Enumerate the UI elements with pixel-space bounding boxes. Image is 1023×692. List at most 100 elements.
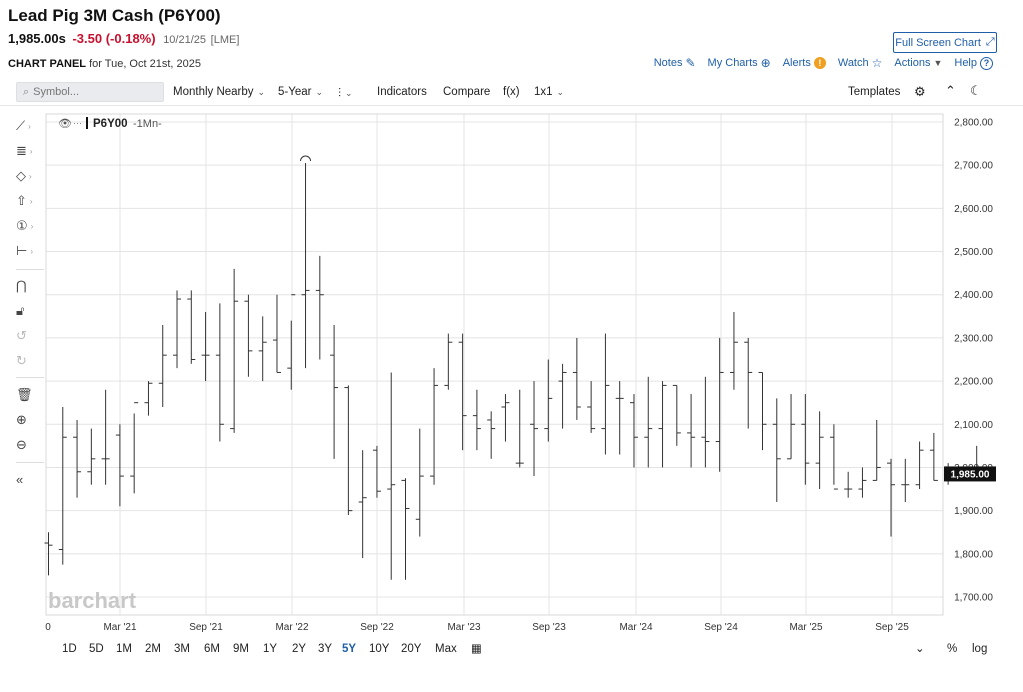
collapse-up-icon[interactable]: ⌃	[945, 83, 956, 98]
settings-gear-icon[interactable]: ⚙	[914, 84, 926, 99]
compare-button[interactable]: Compare	[443, 86, 491, 98]
page-title: Lead Pig 3M Cash (P6Y00)	[8, 6, 221, 25]
x-tick-label: 0	[45, 622, 51, 633]
legend-symbol: P6Y00	[93, 118, 128, 130]
zoom-out-button[interactable]: ⊖	[16, 435, 44, 455]
notes-link[interactable]: Notes ✎	[654, 56, 696, 70]
x-tick-label: Mar '24	[619, 622, 652, 633]
range-3y[interactable]: 3Y	[318, 643, 333, 655]
eye-icon[interactable]: 👁︎	[58, 118, 72, 130]
dark-mode-moon-icon[interactable]: ☾	[970, 83, 982, 98]
my-charts-label: My Charts	[707, 57, 758, 69]
shape-icon: ◇	[16, 168, 26, 183]
fib-tool[interactable]: ≣ ›	[16, 141, 44, 161]
ohlc-bar	[715, 337, 724, 472]
tools-divider	[16, 377, 44, 378]
undo-icon: ↺	[16, 328, 27, 343]
y-tick-label: 2,600.00	[954, 204, 993, 215]
ohlc-bar	[644, 376, 653, 468]
ohlc-bar	[387, 372, 396, 580]
full-screen-chart-button[interactable]: Full Screen Chart ⤢	[893, 32, 997, 53]
range-20y[interactable]: 20Y	[401, 643, 422, 655]
ohlc-bar	[587, 381, 596, 433]
redo-button[interactable]: ↻	[16, 351, 44, 371]
collapse-sidebar-button[interactable]: «	[16, 469, 44, 489]
range-1y[interactable]: 1Y	[263, 643, 278, 655]
ohlc-bar	[258, 316, 267, 382]
ohlc-bar	[87, 428, 96, 485]
ohlc-bar	[101, 389, 110, 485]
range-6m[interactable]: 6M	[204, 643, 220, 655]
lock-tool[interactable]: 🔓︎	[16, 301, 44, 321]
ohlc-bar	[244, 294, 253, 377]
ohlc-bar	[130, 402, 139, 494]
range-1d[interactable]: 1D	[62, 643, 77, 655]
annotation-tool[interactable]: ① ›	[16, 216, 44, 236]
magnet-icon: ⋂	[16, 278, 27, 293]
range-9m[interactable]: 9M	[233, 643, 249, 655]
arrow-tool[interactable]: ⇧ ›	[16, 191, 44, 211]
actions-label: Actions	[894, 57, 931, 69]
ohlc-bar	[815, 411, 824, 490]
quote-date: 10/21/25	[163, 34, 207, 46]
range-1m[interactable]: 1M	[116, 643, 132, 655]
range-5y[interactable]: 5Y	[342, 643, 357, 655]
measure-icon: ⊢	[16, 243, 28, 258]
series-color-swatch	[86, 117, 88, 129]
percent-scale-toggle[interactable]: %	[947, 643, 958, 655]
chart-type-dropdown[interactable]: ⫶ ⌄	[338, 86, 353, 101]
y-axis: 1,700.001,800.001,900.002,000.002,100.00…	[954, 118, 993, 604]
fx-button[interactable]: f(x)	[503, 86, 520, 98]
ohlc-bar	[572, 337, 581, 420]
ohlc-bar	[515, 389, 524, 468]
range-max[interactable]: Max	[435, 643, 457, 655]
more-options-icon[interactable]: ···	[73, 118, 82, 128]
indicators-button[interactable]: Indicators	[377, 86, 427, 98]
templates-button[interactable]: Templates	[848, 86, 901, 98]
ohlc-bar	[772, 398, 781, 502]
period-dropdown[interactable]: 5-Year ⌄	[278, 86, 323, 98]
frequency-dropdown[interactable]: Monthly Nearby ⌄	[173, 86, 265, 98]
layout-label: 1x1	[534, 86, 553, 98]
ohlc-bar	[858, 467, 867, 498]
ohlc-bar	[844, 471, 853, 498]
double-chevron-left-icon: «	[16, 471, 24, 487]
watch-link[interactable]: Watch ☆	[838, 56, 883, 70]
shape-tool[interactable]: ◇ ›	[16, 166, 44, 186]
alerts-link[interactable]: Alerts !	[783, 57, 826, 69]
actions-menu[interactable]: Actions ▼	[894, 57, 942, 69]
chevron-down-icon: ⌄	[315, 86, 324, 97]
price-chart[interactable]: barchart 1,700.001,800.001,900.002,000.0…	[0, 108, 1023, 638]
trash-icon: 🗑︎	[16, 387, 33, 402]
log-scale-toggle[interactable]: log	[972, 643, 988, 655]
notes-label: Notes	[653, 57, 683, 69]
delete-drawings-button[interactable]: 🗑︎	[16, 385, 44, 405]
my-charts-link[interactable]: My Charts ⊕	[708, 56, 771, 70]
chevron-right-icon: ›	[29, 171, 32, 181]
magnet-tool[interactable]: ⋂	[16, 276, 44, 296]
ohlc-bar	[230, 268, 239, 433]
range-10y[interactable]: 10Y	[369, 643, 390, 655]
undo-button[interactable]: ↺	[16, 326, 44, 346]
extreme-markers	[300, 155, 312, 162]
measure-tool[interactable]: ⊢ ›	[16, 241, 44, 261]
ohlc-bar	[372, 445, 381, 498]
ohlc-bar	[929, 432, 938, 481]
range-2m[interactable]: 2M	[145, 643, 161, 655]
zoom-in-button[interactable]: ⊕	[16, 410, 44, 430]
layout-dropdown[interactable]: 1x1 ⌄	[534, 86, 564, 98]
tools-divider	[16, 462, 44, 463]
ohlc-bar	[544, 359, 553, 442]
range-2y[interactable]: 2Y	[292, 643, 307, 655]
symbol-search-input[interactable]	[33, 86, 154, 98]
ohlc-bar	[687, 394, 696, 468]
collapse-down-icon[interactable]: ⌄	[915, 643, 925, 655]
help-link[interactable]: Help ?	[954, 56, 993, 70]
range-3m[interactable]: 3M	[174, 643, 190, 655]
calendar-icon[interactable]: ▦	[471, 643, 482, 655]
edit-icon: ✎	[685, 56, 696, 70]
range-5d[interactable]: 5D	[89, 643, 104, 655]
trend-line-tool[interactable]: ⟋ ›	[16, 116, 44, 136]
exchange-label: [LME]	[210, 34, 240, 46]
chevron-right-icon: ›	[30, 221, 34, 231]
